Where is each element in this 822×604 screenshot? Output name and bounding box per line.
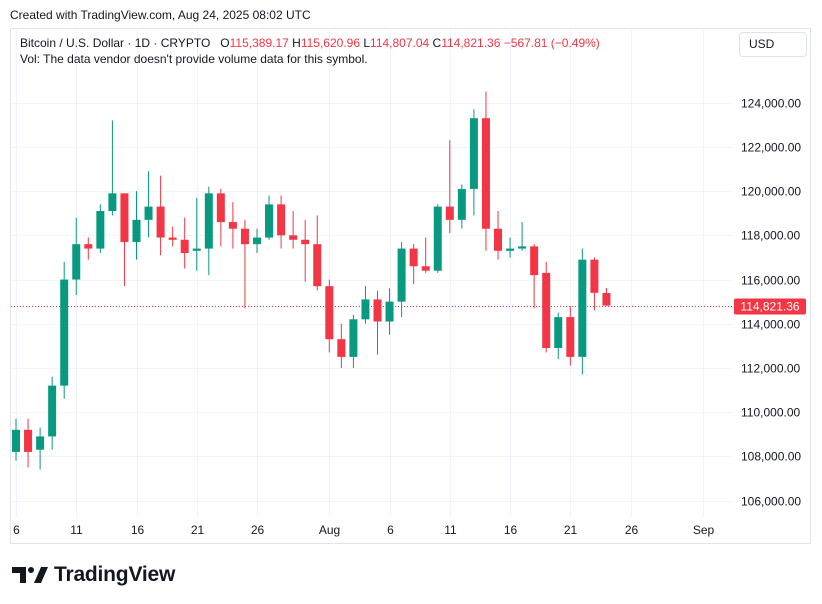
legend-ohlc-row: Bitcoin / U.S. Dollar · 1D · CRYPTO O115…	[20, 35, 600, 51]
tradingview-logo-icon	[12, 567, 48, 583]
candle-body[interactable]	[433, 206, 442, 271]
candle-body[interactable]	[578, 259, 587, 357]
legend-close-value: 114,821.36	[441, 36, 501, 50]
candle-body[interactable]	[361, 299, 370, 320]
candle-body[interactable]	[301, 239, 310, 245]
candle-body[interactable]	[530, 246, 539, 276]
candle-body[interactable]	[24, 429, 33, 452]
candle-body[interactable]	[409, 248, 418, 267]
x-tick-label: 16	[504, 523, 518, 537]
candle-body[interactable]	[36, 436, 45, 450]
legend-volume-note: Vol: The data vendor doesn't provide vol…	[20, 52, 368, 66]
candle-body[interactable]	[590, 259, 599, 293]
y-tick-label: 118,000.00	[741, 229, 800, 243]
legend-symbol[interactable]: Bitcoin / U.S. Dollar · 1D · CRYPTO	[20, 36, 211, 50]
candle-body[interactable]	[385, 301, 394, 322]
legend-change: −567.81 (−0.49%)	[503, 36, 600, 50]
candle-body[interactable]	[84, 244, 93, 249]
legend-close-label: C	[432, 36, 442, 50]
candle-body[interactable]	[277, 204, 286, 236]
legend-high-label: H	[292, 36, 301, 50]
candle-body[interactable]	[240, 228, 249, 245]
created-caption: Created with TradingView.com, Aug 24, 20…	[10, 8, 311, 22]
chart-frame[interactable]	[10, 28, 811, 544]
candle-body[interactable]	[216, 193, 225, 223]
candle-body[interactable]	[457, 188, 466, 220]
candle-body[interactable]	[156, 206, 165, 238]
candle-body[interactable]	[132, 219, 141, 242]
candle-body[interactable]	[349, 319, 358, 357]
candle-body[interactable]	[445, 206, 454, 220]
y-tick-label: 116,000.00	[741, 274, 800, 288]
tradingview-logo: TradingView	[12, 561, 175, 589]
candle-body[interactable]	[120, 193, 129, 242]
tradingview-logo-text: TradingView	[54, 563, 176, 586]
candle-body[interactable]	[469, 118, 478, 189]
candle-body[interactable]	[602, 293, 611, 306]
y-tick-label: 112,000.00	[741, 362, 800, 376]
candle-body[interactable]	[554, 317, 563, 349]
x-tick-label: 11	[70, 523, 83, 537]
candle-body[interactable]	[337, 339, 346, 357]
last-price-badge	[734, 298, 806, 315]
x-tick-label: 16	[131, 523, 145, 537]
x-tick-label: Sep	[693, 523, 715, 537]
candle-body[interactable]	[144, 206, 153, 220]
candle-body[interactable]	[518, 246, 527, 249]
candle-body[interactable]	[313, 244, 322, 287]
candle-body[interactable]	[12, 429, 20, 452]
x-tick-label: 11	[444, 523, 457, 537]
candle-body[interactable]	[72, 244, 81, 280]
x-tick-label: 21	[564, 523, 578, 537]
candle-body[interactable]	[228, 222, 237, 229]
currency-button[interactable]: USD	[739, 32, 807, 57]
chart-legend: Bitcoin / U.S. Dollar · 1D · CRYPTO O115…	[20, 35, 600, 67]
candle-body[interactable]	[566, 317, 575, 357]
legend-low-label: L	[363, 36, 371, 50]
x-tick-label: 21	[191, 523, 205, 537]
candle-body[interactable]	[204, 193, 213, 249]
candle-body[interactable]	[253, 237, 261, 245]
candle-body[interactable]	[542, 272, 551, 349]
legend-high-value: 115,620.96	[300, 36, 360, 50]
y-tick-label: 106,000.00	[741, 495, 801, 509]
x-tick-label: 6	[13, 523, 20, 537]
candle-body[interactable]	[506, 248, 515, 251]
candle-body[interactable]	[192, 248, 201, 251]
candle-body[interactable]	[421, 266, 430, 271]
candle-body[interactable]	[289, 235, 298, 240]
candle-body[interactable]	[265, 204, 274, 238]
y-tick-label: 110,000.00	[741, 406, 800, 420]
candle-body[interactable]	[48, 385, 57, 437]
legend-low-value: 114,807.04	[370, 36, 430, 50]
candle-body[interactable]	[481, 118, 490, 229]
x-tick-label: 26	[251, 523, 265, 537]
candle-body[interactable]	[96, 211, 105, 249]
candle-body[interactable]	[168, 237, 177, 240]
legend-open-value: 115,389.17	[229, 36, 289, 50]
candle-body[interactable]	[397, 248, 406, 302]
y-tick-label: 122,000.00	[741, 141, 801, 155]
candle-body[interactable]	[108, 193, 117, 212]
x-tick-label: Aug	[319, 523, 340, 537]
y-tick-label: 108,000.00	[741, 450, 801, 464]
candle-body[interactable]	[180, 239, 189, 254]
candle-body[interactable]	[494, 228, 502, 251]
last-price-label: 114,821.36	[740, 300, 799, 314]
candle-body[interactable]	[60, 279, 69, 386]
candle-body[interactable]	[373, 299, 382, 322]
legend-open-label: O	[220, 36, 230, 50]
y-tick-label: 120,000.00	[741, 185, 801, 199]
candle-body[interactable]	[325, 286, 334, 340]
y-tick-label: 124,000.00	[741, 97, 801, 111]
y-tick-label: 114,000.00	[741, 318, 800, 332]
x-tick-label: 26	[625, 523, 639, 537]
x-tick-label: 6	[387, 523, 394, 537]
